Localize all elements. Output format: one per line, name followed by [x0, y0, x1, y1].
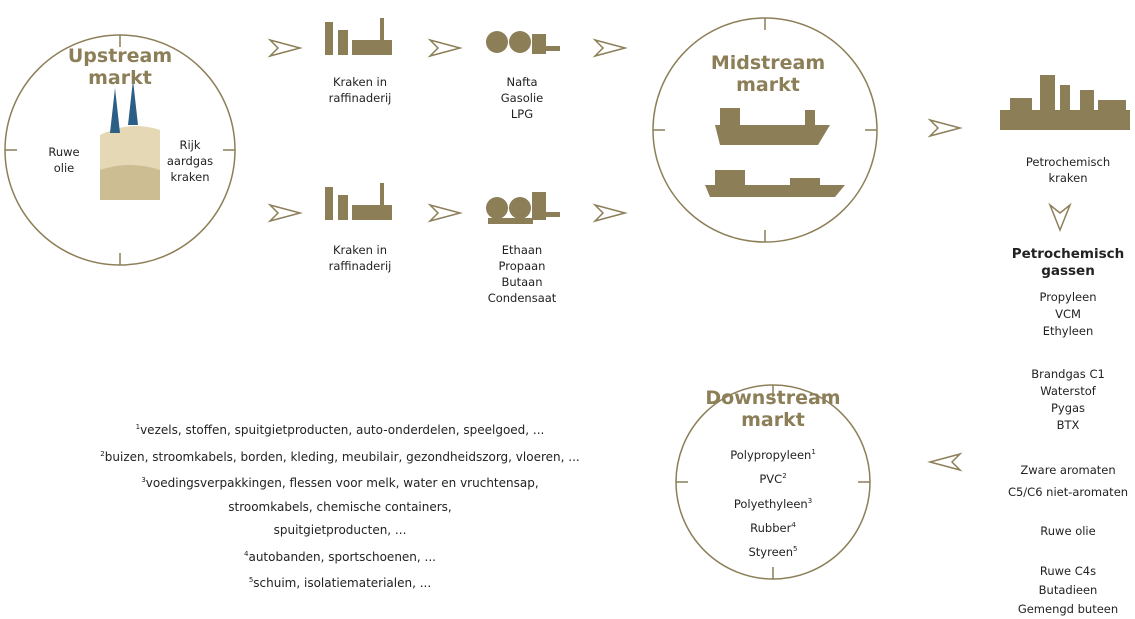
item-name: Polyethyleen: [734, 496, 808, 510]
item-note: 2: [782, 472, 786, 480]
downstream-item: Styreen5: [730, 539, 816, 563]
item-name: PVC: [759, 472, 782, 486]
downstream-item: Polypropyleen1: [730, 442, 816, 466]
footnote-text: vezels, stoffen, spuitgietproducten, aut…: [140, 423, 544, 437]
footnotes: 1vezels, stoffen, spuitgietproducten, au…: [100, 416, 579, 596]
footnote-line: 5schuim, isolatiematerialen, ...: [100, 569, 579, 596]
footnote-line: 1vezels, stoffen, spuitgietproducten, au…: [100, 416, 579, 443]
page: Upstreammarkt Ruweolie Rijkaardgaskraken…: [0, 0, 1135, 617]
footnote-text: buizen, stroomkabels, borden, kleding, m…: [105, 450, 580, 464]
gas-group: Ruwe olie: [1040, 523, 1095, 539]
downstream-item: Rubber4: [730, 515, 816, 539]
item-name: Rubber: [750, 521, 791, 535]
footnote-text: stroomkabels, chemische containers,: [228, 500, 452, 514]
footnote-line: 3voedingsverpakkingen, flessen voor melk…: [100, 469, 579, 496]
item-note: 4: [791, 521, 795, 529]
footnote-text: autobanden, sportschoenen, ...: [248, 550, 436, 564]
footnote-text: voedingsverpakkingen, flessen voor melk,…: [146, 476, 539, 490]
footnote-line: 4autobanden, sportschoenen, ...: [100, 543, 579, 570]
item-note: 1: [811, 448, 815, 456]
item-note: 5: [793, 545, 797, 553]
downstream-item: PVC2: [730, 466, 816, 490]
footnote-line: 2buizen, stroomkabels, borden, kleding, …: [100, 443, 579, 470]
footnote-line: stroomkabels, chemische containers,: [100, 496, 579, 520]
footnote-line: spuitgietproducten, ...: [100, 519, 579, 543]
footnote-text: schuim, isolatiematerialen, ...: [253, 576, 431, 590]
item-note: 3: [808, 497, 812, 505]
item-name: Styreen: [749, 545, 794, 559]
downstream-item: Polyethyleen3: [730, 491, 816, 515]
footnote-text: spuitgietproducten, ...: [274, 523, 407, 537]
item-name: Polypropyleen: [730, 448, 811, 462]
